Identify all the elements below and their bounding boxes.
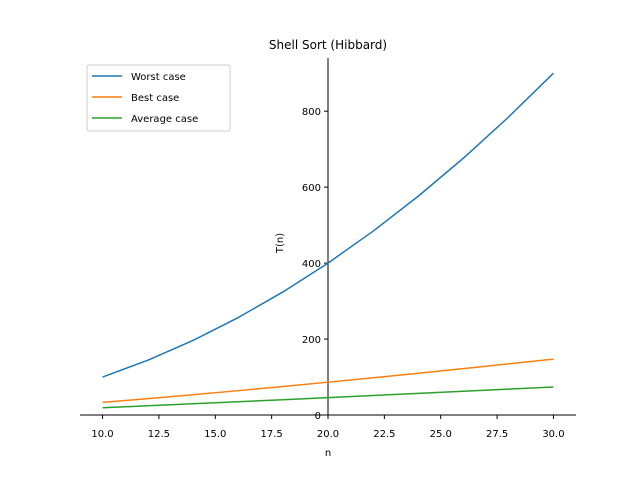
x-tick-label: 10.0 xyxy=(91,429,113,440)
legend-label: Best case xyxy=(131,93,179,104)
legend-label: Average case xyxy=(131,114,198,125)
y-ticks: 0 200 400 600 800 xyxy=(302,107,328,422)
x-tick-label: 15.0 xyxy=(204,429,226,440)
x-ticks: 10.0 12.5 15.0 17.5 20.0 22.5 25.0 27.5 30.0 xyxy=(91,415,565,440)
chart-title: Shell Sort (Hibbard) xyxy=(269,38,387,52)
x-tick-label: 20.0 xyxy=(317,429,339,440)
x-tick-label: 17.5 xyxy=(261,429,283,440)
x-axis-title: n xyxy=(325,448,331,459)
y-tick-label: 800 xyxy=(302,107,321,118)
series-lines xyxy=(102,72,554,409)
x-tick-label: 12.5 xyxy=(148,429,170,440)
y-tick-label: 400 xyxy=(302,259,321,270)
series-line-best-case xyxy=(102,358,554,404)
x-tick-label: 27.5 xyxy=(486,429,508,440)
y-tick-label: 0 xyxy=(315,411,321,422)
legend: Worst case Best case Average case xyxy=(86,64,231,132)
x-tick-label: 22.5 xyxy=(373,429,395,440)
legend-label: Worst case xyxy=(131,72,186,83)
x-tick-label: 30.0 xyxy=(542,429,564,440)
y-tick-label: 200 xyxy=(302,335,321,346)
x-tick-label: 25.0 xyxy=(430,429,452,440)
legend-frame xyxy=(86,64,231,132)
series-line-average-case xyxy=(102,386,554,409)
y-tick-label: 600 xyxy=(302,183,321,194)
y-axis-title: T(n) xyxy=(275,233,286,254)
series-line-worst-case xyxy=(102,72,554,378)
